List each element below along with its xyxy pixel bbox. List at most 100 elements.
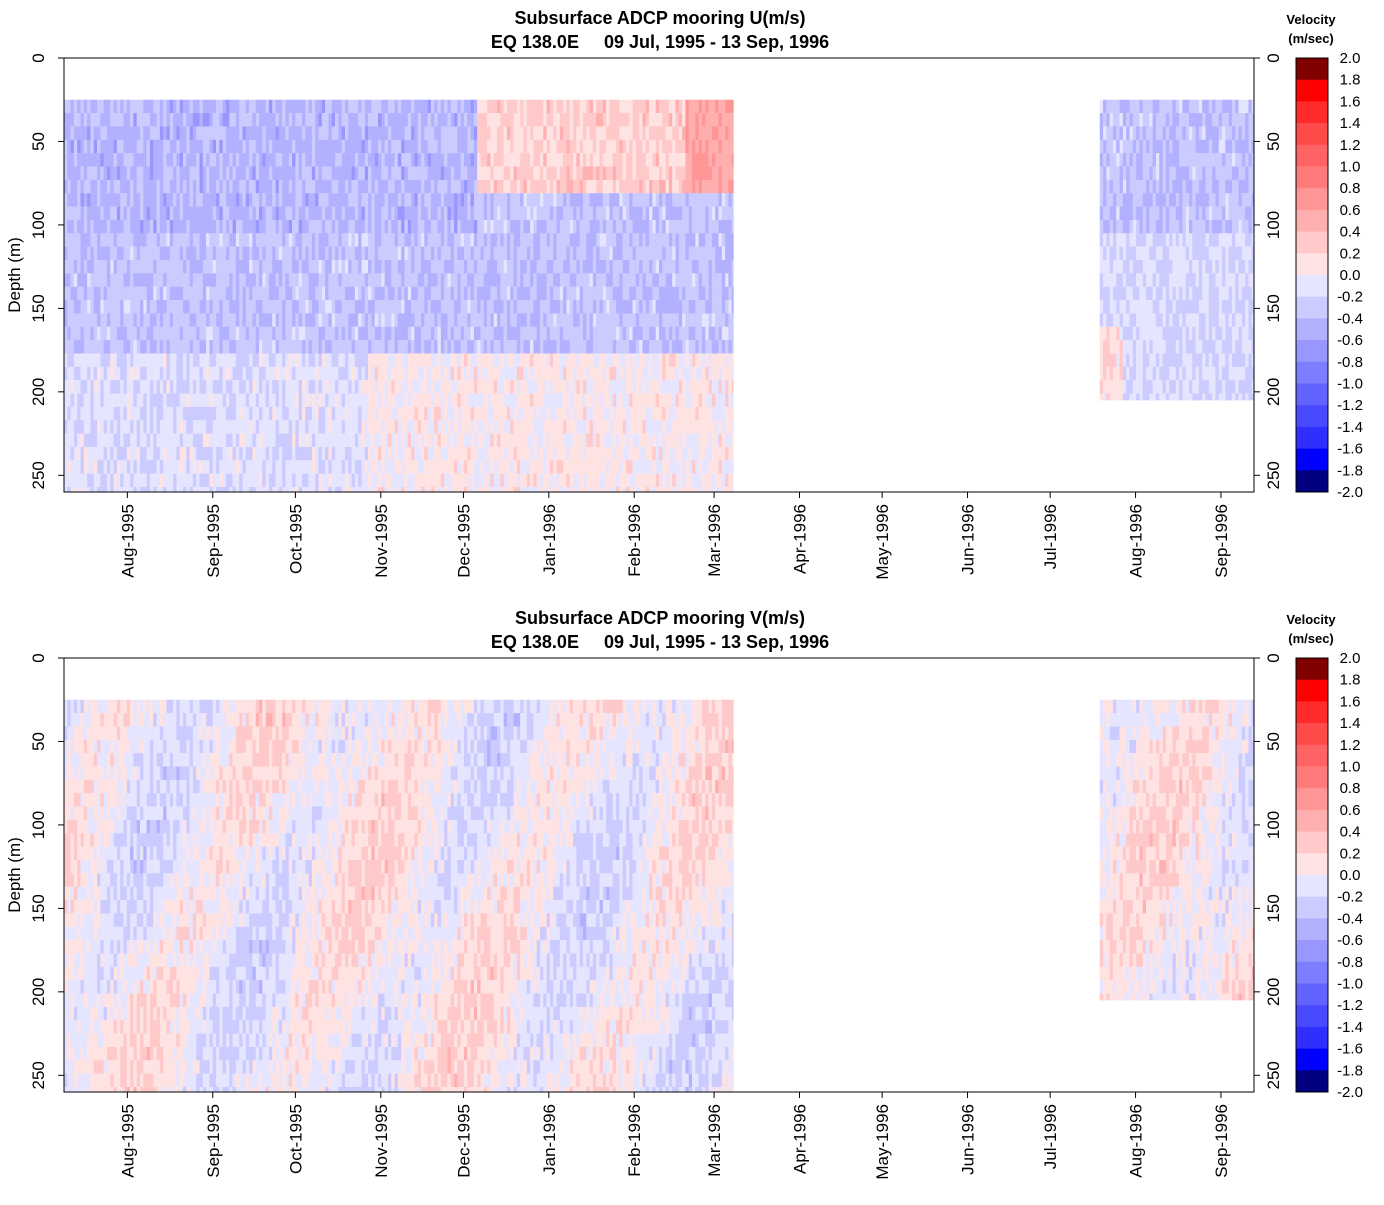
heatmap-cell <box>427 233 432 247</box>
heatmap-cell <box>397 99 402 114</box>
heatmap-cell <box>612 139 617 154</box>
heatmap-cell <box>163 113 167 127</box>
heatmap-cell <box>437 139 442 154</box>
heatmap-cell <box>133 420 138 434</box>
heatmap-cell <box>404 166 409 181</box>
heatmap-cell <box>335 113 339 127</box>
heatmap-cell <box>417 366 422 381</box>
heatmap-cell <box>235 113 240 127</box>
heatmap-cell <box>407 313 412 327</box>
heatmap-cell <box>183 460 187 474</box>
heatmap-cell <box>97 326 101 341</box>
heatmap-cell <box>497 420 501 434</box>
heatmap-cell <box>292 259 296 274</box>
heatmap-cell <box>239 286 243 301</box>
heatmap-cell <box>295 246 299 261</box>
heatmap-cell <box>199 300 204 314</box>
heatmap-cell <box>219 300 223 314</box>
heatmap-cell <box>249 219 253 234</box>
heatmap-cell <box>549 433 554 448</box>
heatmap-cell <box>206 486 210 492</box>
heatmap-cell <box>80 446 85 461</box>
heatmap-cell <box>259 393 263 408</box>
heatmap-cell <box>196 313 200 327</box>
heatmap-cell <box>361 366 366 381</box>
heatmap-cell <box>272 206 276 221</box>
heatmap-cell <box>282 486 286 492</box>
heatmap-cell <box>308 393 313 408</box>
heatmap-cell <box>351 206 356 221</box>
heatmap-cell <box>136 179 141 194</box>
heatmap-cell <box>123 460 128 474</box>
heatmap-cell <box>282 273 286 287</box>
heatmap-cell <box>93 460 98 474</box>
heatmap-cell <box>106 326 111 341</box>
heatmap-cell <box>371 326 376 341</box>
heatmap-cell <box>90 300 95 314</box>
heatmap-cell <box>268 433 273 448</box>
heatmap-cell <box>325 366 329 381</box>
heatmap-cell <box>371 166 376 181</box>
heatmap-cell <box>497 340 501 354</box>
heatmap-cell <box>292 340 296 354</box>
heatmap-cell <box>358 446 362 461</box>
heatmap-cell <box>176 313 180 327</box>
heatmap-cell <box>573 486 577 492</box>
heatmap-cell <box>268 113 273 127</box>
heatmap-cell <box>140 406 144 421</box>
heatmap-cell <box>130 126 134 140</box>
heatmap-cell <box>440 219 445 234</box>
heatmap-cell <box>559 313 564 327</box>
heatmap-cell <box>176 99 180 114</box>
heatmap-cell <box>249 206 253 221</box>
heatmap-cell <box>295 259 299 274</box>
heatmap-cell <box>364 393 369 408</box>
heatmap-cell <box>149 393 154 408</box>
heatmap-cell <box>103 179 108 194</box>
heatmap-cell <box>268 286 273 301</box>
heatmap-cell <box>136 300 141 314</box>
heatmap-cell <box>573 153 577 167</box>
heatmap-cell <box>80 99 85 114</box>
heatmap-cell <box>404 340 409 354</box>
heatmap-cell <box>394 460 399 474</box>
heatmap-cell <box>70 473 75 488</box>
heatmap-cell <box>183 126 187 140</box>
heatmap-cell <box>70 126 75 140</box>
heatmap-cell <box>176 273 180 287</box>
heatmap-cell <box>523 393 528 408</box>
heatmap-cell <box>133 353 138 367</box>
heatmap-cell <box>421 406 425 421</box>
heatmap-cell <box>421 179 425 194</box>
heatmap-cell <box>123 206 128 221</box>
heatmap-cell <box>140 353 144 367</box>
heatmap-cell <box>90 313 95 327</box>
heatmap-cell <box>368 273 372 287</box>
heatmap-cell <box>364 380 369 394</box>
heatmap-cell <box>344 286 349 301</box>
heatmap-cell <box>67 446 71 461</box>
heatmap-cell <box>163 99 167 114</box>
heatmap-cell <box>381 219 385 234</box>
heatmap-cell <box>229 366 233 381</box>
heatmap-cell <box>272 273 276 287</box>
heatmap-cell <box>311 460 316 474</box>
heatmap-cell <box>592 259 597 274</box>
heatmap-cell <box>149 179 154 194</box>
heatmap-cell <box>579 126 584 140</box>
heatmap-cell <box>166 406 171 421</box>
heatmap-cell <box>490 126 495 140</box>
heatmap-cell <box>354 433 359 448</box>
heatmap-cell <box>556 273 561 287</box>
heatmap-cell <box>364 433 369 448</box>
heatmap-cell <box>447 206 452 221</box>
heatmap-cell <box>543 326 547 341</box>
heatmap-cell <box>70 353 75 367</box>
heatmap-cell <box>348 153 352 167</box>
heatmap-cell <box>206 206 210 221</box>
heatmap-cell <box>275 473 280 488</box>
heatmap-cell <box>87 473 91 488</box>
heatmap-cell <box>212 206 217 221</box>
heatmap-cell <box>573 139 577 154</box>
heatmap-cell <box>348 126 352 140</box>
